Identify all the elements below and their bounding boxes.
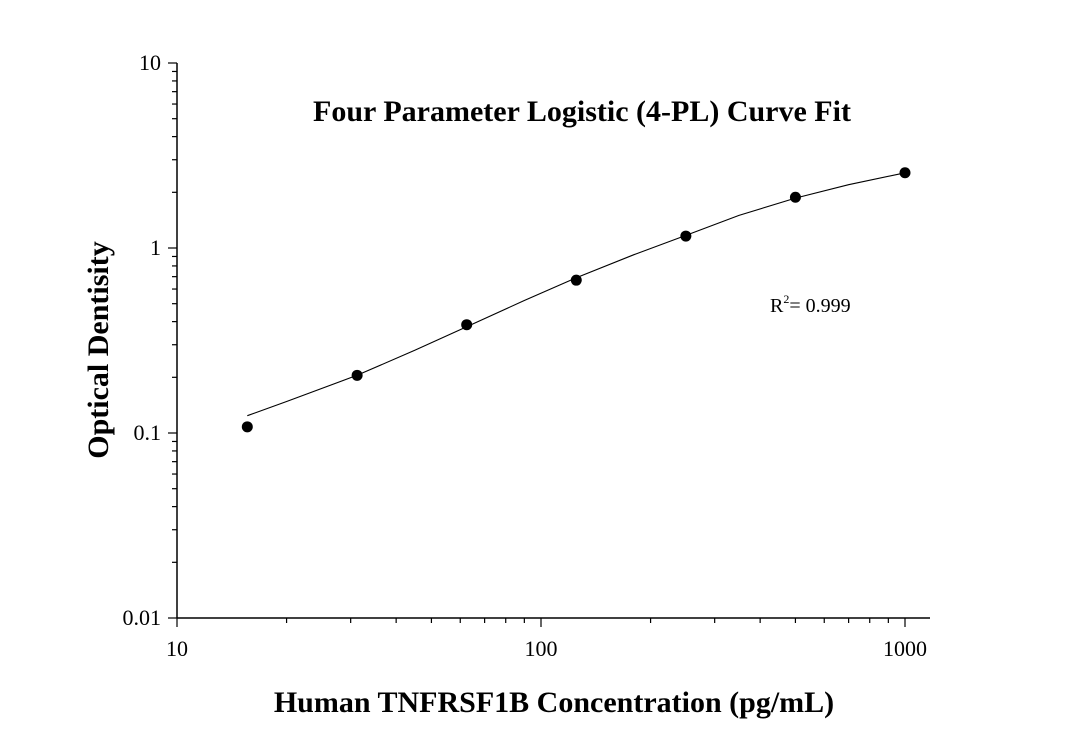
r-squared-annotation: R2= 0.999 bbox=[770, 292, 851, 317]
data-point bbox=[680, 230, 692, 242]
axes bbox=[176, 63, 930, 619]
data-point bbox=[789, 191, 801, 203]
tick-marks bbox=[168, 62, 906, 627]
x-axis-label: Human TNFRSF1B Concentration (pg/mL) bbox=[274, 686, 834, 719]
data-point bbox=[461, 319, 473, 331]
x-tick-label: 10 bbox=[166, 636, 188, 661]
y-tick-label: 10 bbox=[139, 50, 161, 75]
data-point bbox=[899, 167, 911, 179]
data-point bbox=[241, 421, 253, 433]
y-axis-label: Optical Dentisity bbox=[82, 241, 115, 459]
r-squared-prefix: R bbox=[770, 295, 784, 317]
r-squared-superscript: 2 bbox=[783, 292, 789, 306]
r-squared-value: = 0.999 bbox=[789, 295, 850, 317]
tick-labels: 10 100 1000 0.01 0.1 1 10 bbox=[123, 50, 928, 661]
y-tick-label: 1 bbox=[150, 235, 161, 260]
y-tick-label: 0.01 bbox=[123, 605, 162, 630]
data-point bbox=[570, 274, 582, 286]
data-point bbox=[351, 369, 363, 381]
data-points bbox=[241, 167, 911, 433]
x-tick-label: 100 bbox=[525, 636, 558, 661]
x-tick-label: 1000 bbox=[883, 636, 927, 661]
chart-title: Four Parameter Logistic (4-PL) Curve Fit bbox=[313, 95, 851, 128]
y-tick-label: 0.1 bbox=[134, 420, 162, 445]
